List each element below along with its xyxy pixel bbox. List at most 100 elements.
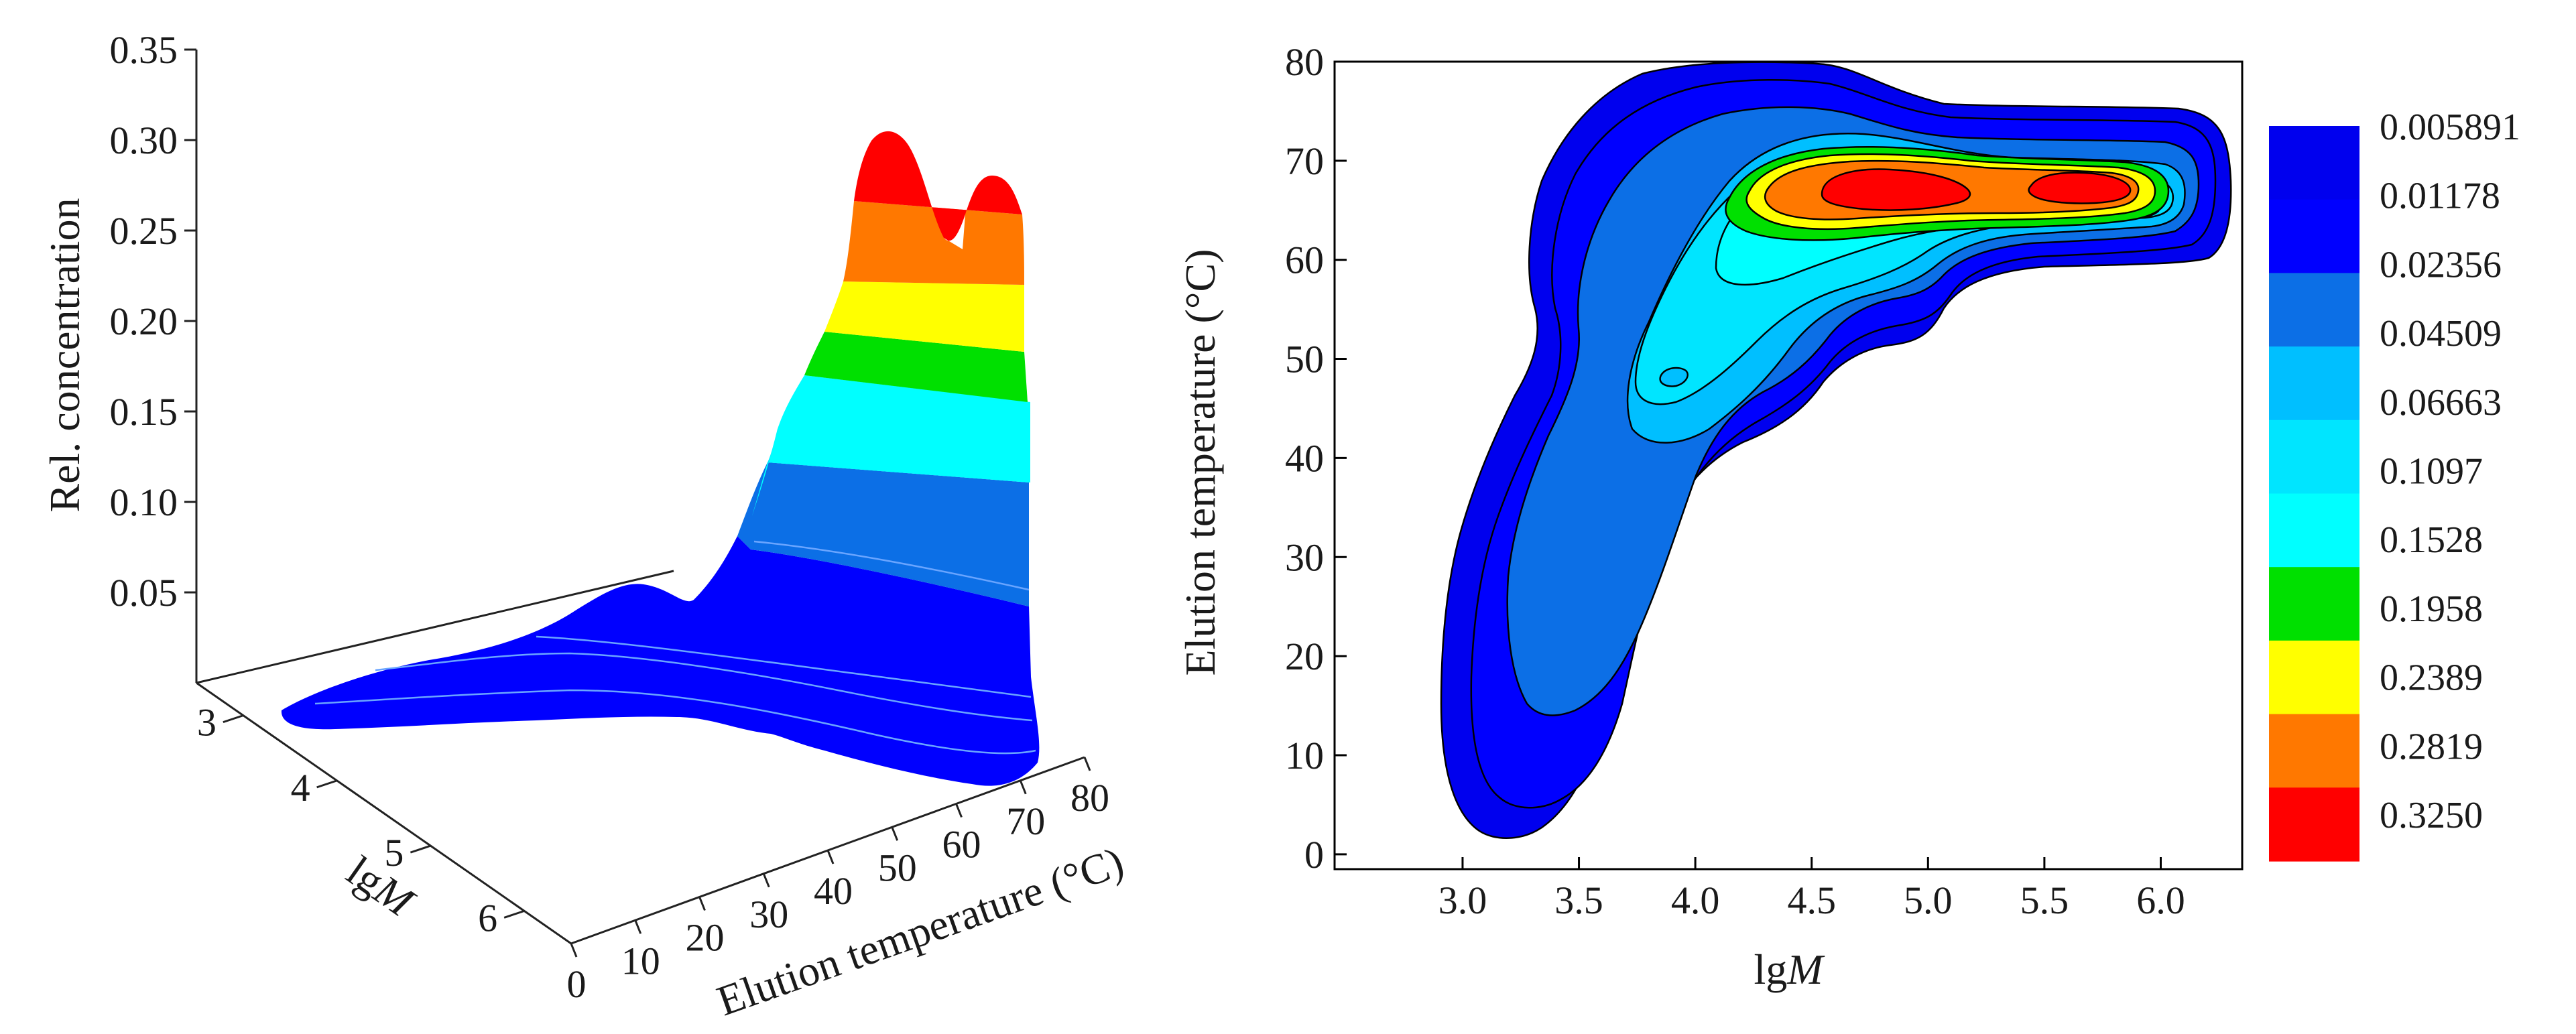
contour-x-tick-label: 5.5 bbox=[2020, 879, 2069, 922]
surface-temp-tick-label: 50 bbox=[878, 846, 917, 889]
surface-band-5 bbox=[824, 281, 1024, 352]
colorbar-label: 0.02356 bbox=[2380, 244, 2502, 285]
contour-x-ticks: 3.0 3.5 4.0 4.5 5.0 5.5 6.0 bbox=[1438, 857, 2185, 922]
surface-y-tick-label: 0.10 bbox=[110, 480, 178, 524]
contour-plot: 3.0 3.5 4.0 4.5 5.0 5.5 6.0 01020304050607080 … bbox=[1176, 40, 2244, 993]
surface-body bbox=[281, 131, 1040, 786]
surface-y-tick-label: 0.30 bbox=[110, 119, 178, 162]
contour-y-tick-label: 50 bbox=[1285, 338, 1324, 381]
surface-y-tick-label: 0.20 bbox=[110, 300, 178, 343]
contour-y-tick-label: 60 bbox=[1285, 239, 1324, 282]
colorbar-block bbox=[2269, 640, 2359, 715]
surface-temp-tick-label: 30 bbox=[749, 893, 788, 936]
colorbar-label: 0.1097 bbox=[2380, 451, 2483, 493]
surface-temp-tick-mark bbox=[634, 919, 642, 934]
colorbar-block bbox=[2269, 787, 2359, 862]
contour-y-tick-label: 80 bbox=[1285, 40, 1324, 84]
surface-temp-tick-label: 0 bbox=[567, 962, 587, 1006]
contour-y-tick-label: 70 bbox=[1285, 139, 1324, 183]
surface-temp-tick-mark bbox=[826, 850, 835, 864]
colorbar-label: 0.04509 bbox=[2380, 313, 2502, 354]
surface-plot: 0.050.100.150.200.250.300.35 01020304050… bbox=[41, 28, 1129, 1025]
surface-y-axis-label: Rel. concentration bbox=[41, 198, 88, 512]
contour-x-tick-label: 4.5 bbox=[1787, 879, 1836, 922]
surface-temp-tick-label: 80 bbox=[1070, 776, 1109, 820]
contour-y-tick-label: 10 bbox=[1285, 734, 1324, 777]
contour-inner-loop bbox=[1659, 367, 1689, 387]
contour-y-tick-label: 30 bbox=[1285, 535, 1324, 579]
colorbar-label: 0.1958 bbox=[2380, 588, 2483, 630]
contour-y-axis-label: Elution temperature (°C) bbox=[1176, 249, 1224, 676]
surface-lgm-tick-label: 6 bbox=[478, 896, 497, 940]
surface-lgm-axis-label: lgM bbox=[339, 847, 424, 927]
surface-temp-tick-mark bbox=[955, 803, 963, 818]
contour-x-tick-label: 4.0 bbox=[1671, 879, 1720, 922]
contour-fill-area bbox=[1440, 62, 2232, 839]
surface-temp-tick-mark bbox=[1083, 757, 1091, 771]
surface-contour-line-4 bbox=[753, 540, 1030, 591]
surface-temp-tick-mark bbox=[570, 943, 578, 958]
colorbar-label: 0.2389 bbox=[2380, 657, 2483, 699]
surface-band-6 bbox=[843, 201, 1024, 285]
surface-temp-tick-mark bbox=[891, 826, 899, 841]
surface-temp-ticks: 0 10 20 30 40 50 60 70 80 bbox=[567, 757, 1109, 1006]
surface-temp-tick-label: 10 bbox=[621, 939, 660, 982]
surface-contour-line-1 bbox=[375, 652, 1033, 722]
colorbar-block bbox=[2269, 199, 2359, 273]
colorbar-block bbox=[2269, 714, 2359, 788]
contour-y-tick-label: 40 bbox=[1285, 436, 1324, 480]
surface-temp-tick-mark bbox=[762, 873, 770, 888]
surface-lgm-ticks: 3 4 5 6 bbox=[197, 701, 525, 940]
colorbar: 0.005891 0.01178 0.02356 0.04509 0.06663 0.10… bbox=[2269, 107, 2520, 862]
surface-y-tick-label: 0.35 bbox=[110, 28, 178, 72]
colorbar-block bbox=[2269, 419, 2359, 495]
contour-y-tick-label: 0 bbox=[1304, 833, 1324, 877]
colorbar-block bbox=[2269, 346, 2359, 421]
surface-contour-line-2 bbox=[314, 689, 1036, 755]
contour-x-tick-label: 3.0 bbox=[1438, 879, 1487, 922]
surface-temp-tick-label: 40 bbox=[814, 869, 853, 913]
surface-back-floor-edge bbox=[196, 570, 674, 684]
contour-y-ticks: 0 10 20 30 40 50 60 70 80 bbox=[1285, 40, 1347, 877]
colorbar-label: 0.01178 bbox=[2380, 176, 2500, 217]
colorbar-block bbox=[2269, 273, 2359, 347]
colorbar-block bbox=[2269, 126, 2359, 200]
surface-temp-tick-label: 70 bbox=[1006, 799, 1045, 843]
surface-temp-tick-label: 20 bbox=[686, 916, 725, 960]
surface-lgm-axis bbox=[196, 682, 572, 945]
colorbar-label: 0.005891 bbox=[2380, 107, 2520, 148]
surface-lgm-tick-mark bbox=[503, 909, 525, 919]
surface-y-tick-label: 0.15 bbox=[110, 390, 178, 434]
contour-y-tick-label: 20 bbox=[1285, 635, 1324, 678]
contour-x-axis-label: lgM bbox=[1754, 946, 1825, 993]
colorbar-labels: 0.005891 0.01178 0.02356 0.04509 0.06663 0.10… bbox=[2380, 107, 2520, 836]
surface-lgm-tick-mark bbox=[223, 714, 244, 724]
contour-peak-1 bbox=[1821, 168, 1971, 211]
contour-x-tick-label: 6.0 bbox=[2136, 879, 2185, 922]
surface-top-edge bbox=[944, 214, 965, 249]
colorbar-blocks bbox=[2269, 126, 2359, 862]
surface-lgm-tick-label: 3 bbox=[197, 701, 217, 745]
colorbar-block bbox=[2269, 493, 2359, 568]
surface-temp-tick-label: 60 bbox=[942, 823, 981, 866]
surface-band-4 bbox=[804, 332, 1028, 402]
colorbar-label: 0.06663 bbox=[2380, 382, 2502, 424]
surface-band-7 bbox=[854, 131, 1022, 241]
surface-contour-line-3 bbox=[536, 635, 1032, 698]
colorbar-label: 0.1528 bbox=[2380, 519, 2483, 561]
contour-x-tick-label: 3.5 bbox=[1554, 879, 1603, 922]
surface-temp-tick-mark bbox=[1019, 780, 1027, 795]
colorbar-label: 0.2819 bbox=[2380, 726, 2483, 767]
contour-x-label-italic: M bbox=[1786, 946, 1825, 993]
surface-temp-tick-mark bbox=[698, 896, 706, 911]
surface-band-2 bbox=[737, 462, 1029, 606]
colorbar-block bbox=[2269, 567, 2359, 641]
contour-plot-frame bbox=[1333, 60, 2244, 870]
contour-x-label-prefix: lg bbox=[1754, 946, 1787, 993]
surface-lgm-tick-mark bbox=[410, 844, 431, 854]
colorbar-label: 0.3250 bbox=[2380, 795, 2483, 836]
contour-x-tick-label: 5.0 bbox=[1904, 879, 1953, 922]
contour-peak-2 bbox=[2028, 172, 2132, 204]
surface-y-tick-label: 0.25 bbox=[110, 209, 178, 253]
